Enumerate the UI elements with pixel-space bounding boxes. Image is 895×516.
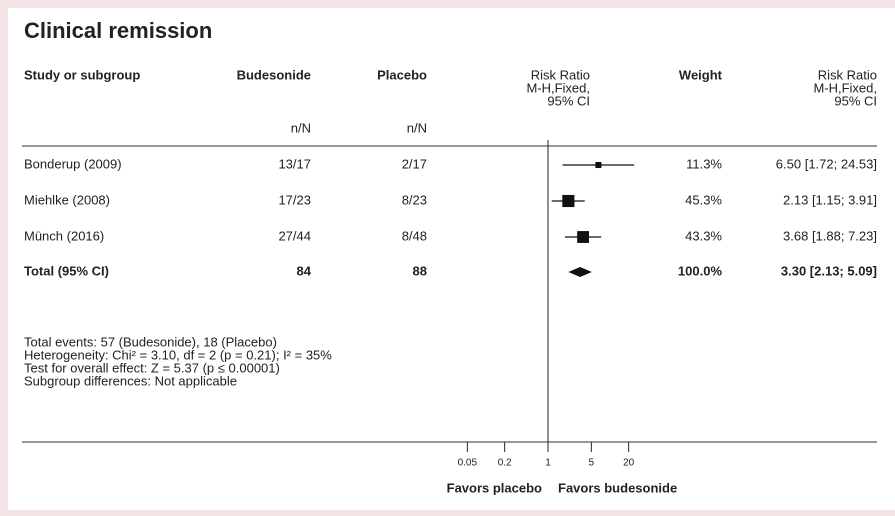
weight: 100.0%: [678, 263, 723, 278]
panel: [8, 8, 895, 510]
header: Budesonide: [237, 67, 311, 82]
header: Weight: [679, 67, 723, 82]
budesonide: 84: [297, 263, 312, 278]
study-name: Münch (2016): [24, 228, 104, 243]
x-tick-label: 0.05: [458, 458, 478, 469]
study-name: Bonderup (2009): [24, 156, 122, 171]
placebo: 8/23: [402, 192, 427, 207]
x-tick-label: 5: [589, 458, 595, 469]
effect: 2.13 [1.15; 3.91]: [783, 192, 877, 207]
budesonide: 17/23: [278, 192, 311, 207]
effect-marker: [562, 195, 574, 207]
placebo: 88: [413, 263, 427, 278]
effect-marker: [577, 231, 589, 243]
x-tick-label: 0.2: [498, 458, 512, 469]
effect: 6.50 [1.72; 24.53]: [776, 156, 877, 171]
x-tick-label: 20: [623, 458, 635, 469]
weight: 43.3%: [685, 228, 722, 243]
effect: 3.30 [2.13; 5.09]: [781, 263, 877, 278]
chart: Clinical remission Study or subgroup Bude…: [0, 0, 895, 516]
budesonide: 27/44: [278, 228, 311, 243]
x-tick-label: 1: [545, 458, 551, 469]
budesonide: 13/17: [278, 156, 311, 171]
page: Clinical remission Study or subgroup Bude…: [0, 0, 895, 516]
placebo: 2/17: [402, 156, 427, 171]
header: Placebo: [377, 67, 427, 82]
header: 95% CI: [834, 93, 877, 108]
study-name: Total (95% CI): [24, 263, 109, 278]
header: 95% CI: [547, 93, 590, 108]
footnote: Subgroup differences: Not applicable: [24, 373, 237, 388]
header: Study or subgroup: [24, 67, 140, 82]
chart-title: Clinical remission: [24, 18, 212, 43]
x-label: Favors placebo: [447, 480, 542, 495]
placebo: 8/48: [402, 228, 427, 243]
study-name: Miehlke (2008): [24, 192, 110, 207]
effect-marker: [595, 162, 601, 168]
effect: 3.68 [1.88; 7.23]: [783, 228, 877, 243]
weight: 11.3%: [686, 156, 722, 171]
header: n/N: [291, 120, 311, 135]
weight: 45.3%: [685, 192, 722, 207]
header: n/N: [407, 120, 427, 135]
x-label: Favors budesonide: [558, 480, 677, 495]
